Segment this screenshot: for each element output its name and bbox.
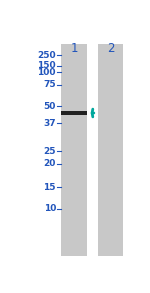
- Text: 15: 15: [44, 183, 56, 192]
- Text: 25: 25: [44, 147, 56, 156]
- Text: 150: 150: [37, 61, 56, 70]
- Text: 75: 75: [43, 80, 56, 89]
- Bar: [98, 44, 123, 256]
- Text: 37: 37: [43, 119, 56, 128]
- Text: 1: 1: [70, 42, 78, 55]
- Text: 20: 20: [44, 159, 56, 168]
- Bar: [61, 44, 87, 256]
- Bar: [61, 111, 87, 115]
- Text: 100: 100: [38, 68, 56, 77]
- Text: 250: 250: [37, 51, 56, 60]
- Text: 10: 10: [44, 205, 56, 213]
- Text: 50: 50: [44, 102, 56, 111]
- Text: 2: 2: [107, 42, 114, 55]
